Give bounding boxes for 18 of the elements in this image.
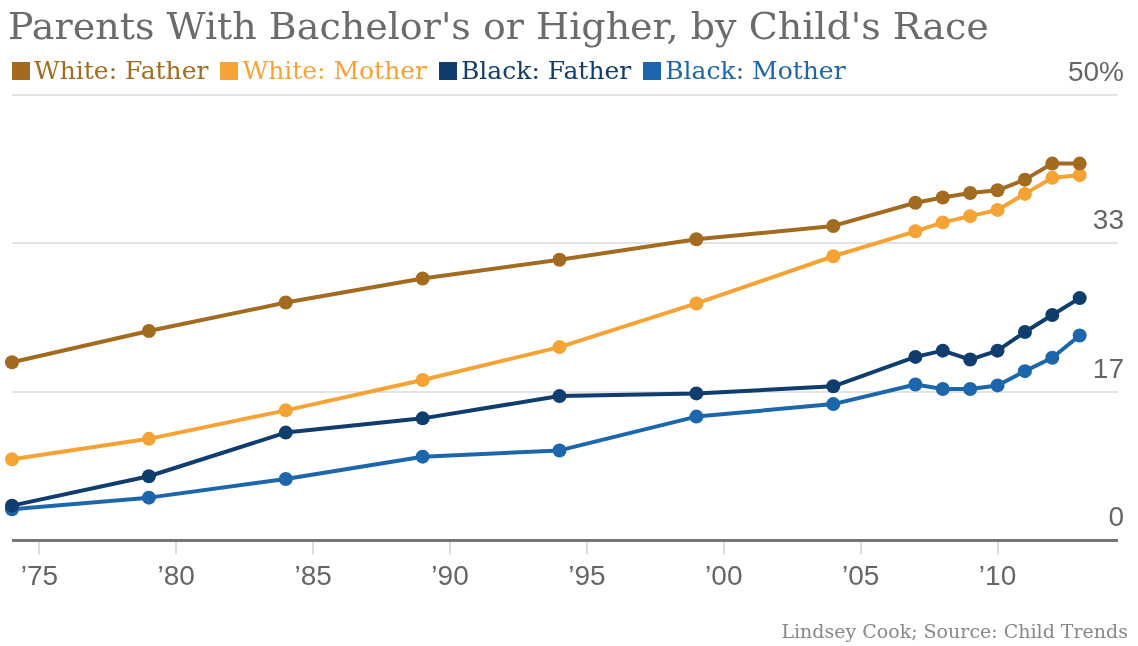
legend-label: White: Mother <box>242 56 427 85</box>
x-tick-label: ’00 <box>705 559 743 591</box>
x-tick-label: ’80 <box>157 559 195 591</box>
legend-label: Black: Mother <box>665 56 846 85</box>
x-tick-label: ’75 <box>20 559 59 591</box>
x-tick-label: ’90 <box>431 559 469 591</box>
x-tick-label: ’10 <box>978 559 1017 591</box>
legend-label: Black: Father <box>461 56 632 85</box>
y-tick-label: 33 <box>1092 204 1124 236</box>
y-tick-label: 17 <box>1092 352 1124 384</box>
chart-title: Parents With Bachelor's or Higher, by Child's Race <box>8 4 989 48</box>
x-tick-label: ’95 <box>568 559 606 591</box>
text: Lindsey Cook; Source: Child Trends <box>781 620 1128 642</box>
x-tick-label: ’85 <box>294 559 332 591</box>
x-tick-label: ’05 <box>841 559 880 591</box>
legend-label: White: Father <box>34 56 209 85</box>
y-tick-label: 0 <box>1108 501 1124 533</box>
y-tick-label: 50% <box>1067 55 1124 87</box>
